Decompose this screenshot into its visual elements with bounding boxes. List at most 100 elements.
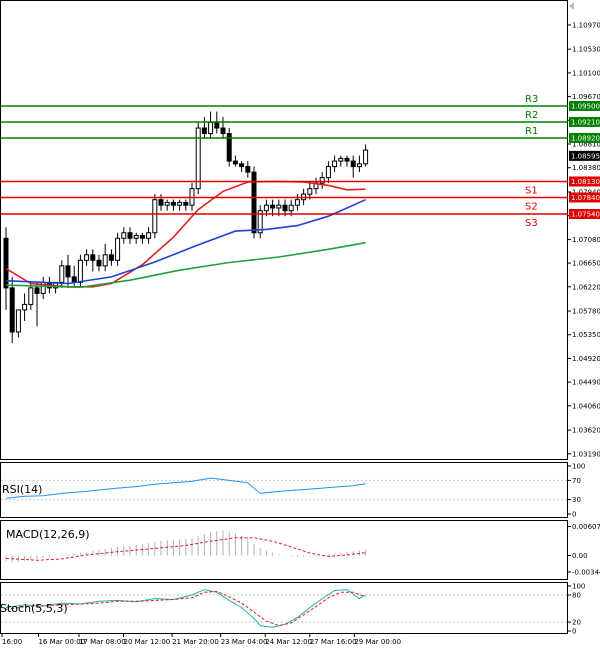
moving-average-line [5,198,366,285]
candle [257,205,263,239]
candle-up [121,232,127,239]
candle [356,155,362,173]
candle-up [59,265,65,283]
candle [77,254,83,288]
candle [53,281,59,294]
x-tick-label: 16 Mar 00:00 [38,638,85,646]
candle-down [139,235,145,239]
scroll-arrow-icon [569,2,574,10]
candle-down [220,127,226,135]
level-price-tag [569,116,600,127]
candle-up [164,201,170,206]
candle-up [15,309,21,333]
candle [22,293,28,321]
candle [319,172,325,189]
candle-up [257,210,263,234]
candle [325,161,331,184]
candle-down [170,201,176,206]
macd-tick-label: -0.003449 [572,568,600,576]
level-price-tag-text: 1.07540 [571,211,600,219]
candle [363,144,369,167]
candle-up [288,204,294,212]
candle-up [338,157,344,162]
y-tick-label: 1.05780 [572,308,600,316]
y-tick-label: 1.09670 [572,93,600,101]
x-tick-label: 29 Mar 00:00 [354,638,401,646]
rsi-line [5,477,366,499]
candle-up [115,237,121,261]
candle [115,232,121,266]
candle [344,155,350,167]
candle-down [282,204,288,212]
level-label: S2 [525,201,538,212]
y-tick-label: 1.08380 [572,164,600,172]
y-tick-label: 1.08810 [572,141,600,149]
level-price-tag-text: 1.09500 [571,102,600,110]
candle-up [22,303,28,311]
candle [152,194,158,239]
support-resistance-levels: R3 1.09500 R2 1.09210 R1 1.08920 S1 1.08130 S2 1.… [1,94,600,229]
candle [195,122,201,195]
candle-down [344,157,350,162]
candle-down [214,122,220,129]
macd-panel-frame [0,520,568,580]
candle [40,276,46,299]
stoch-signal-line [5,590,366,627]
level-label: R1 [525,126,538,137]
macd-panel: 0.00607 0.00 -0.003449 MACD(12,26,9) [5,523,600,576]
candle [65,254,71,288]
candle [15,309,21,338]
candle-down [201,127,207,135]
candle [183,199,189,211]
candle-up [294,199,300,206]
level-price-tag [569,176,600,187]
candle [232,155,238,167]
rsi-title: RSI(14) [2,483,42,496]
candle-down [158,199,164,206]
rsi-tick-label: 0 [572,511,576,519]
x-tick-label: 24 Mar 12:00 [265,638,312,646]
candle [133,232,139,244]
level-price-tag-text: 1.07840 [571,194,600,202]
candle-up [102,254,108,267]
y-tick-label: 1.04920 [572,355,600,363]
last-price-tag [569,150,600,161]
x-tick-label: 23 Mar 04:00 [221,638,268,646]
candle-up [307,188,313,195]
candle [226,128,232,167]
candle-down [226,133,232,162]
y-tick-label: 1.10530 [572,46,600,54]
candle [108,249,114,266]
candle-down [90,254,96,261]
candle [332,155,338,173]
stoch-tick-label: 80 [572,592,581,600]
candle-down [65,265,71,278]
rsi-tick-label: 70 [572,477,581,485]
y-tick-label: 1.06220 [572,283,600,291]
main-panel-frame [0,0,568,460]
candle-down [245,166,251,173]
level-price-tag [569,132,600,143]
candle-up [263,204,269,212]
candle [102,243,108,272]
candle-down [34,287,40,294]
candle-down [108,254,114,261]
candle [208,111,214,140]
candle [294,194,300,211]
candle-down [9,287,15,333]
x-tick-label: 16:00 [2,638,22,646]
candle-down [350,160,356,168]
candle-down [183,201,189,206]
candle-down [270,204,276,209]
candle [245,161,251,178]
level-price-tag-text: 1.09210 [571,118,600,126]
candle-up [152,199,158,234]
y-tick-label: 1.07940 [572,188,600,196]
stoch-tick-label: 100 [572,583,585,591]
candle-up [77,259,83,283]
last-price-tag-text: 1.08595 [571,152,600,160]
x-tick-label: 17 Mar 08:00 [79,638,126,646]
level-price-tag-text: 1.08920 [571,134,600,142]
candle-up [208,122,214,135]
